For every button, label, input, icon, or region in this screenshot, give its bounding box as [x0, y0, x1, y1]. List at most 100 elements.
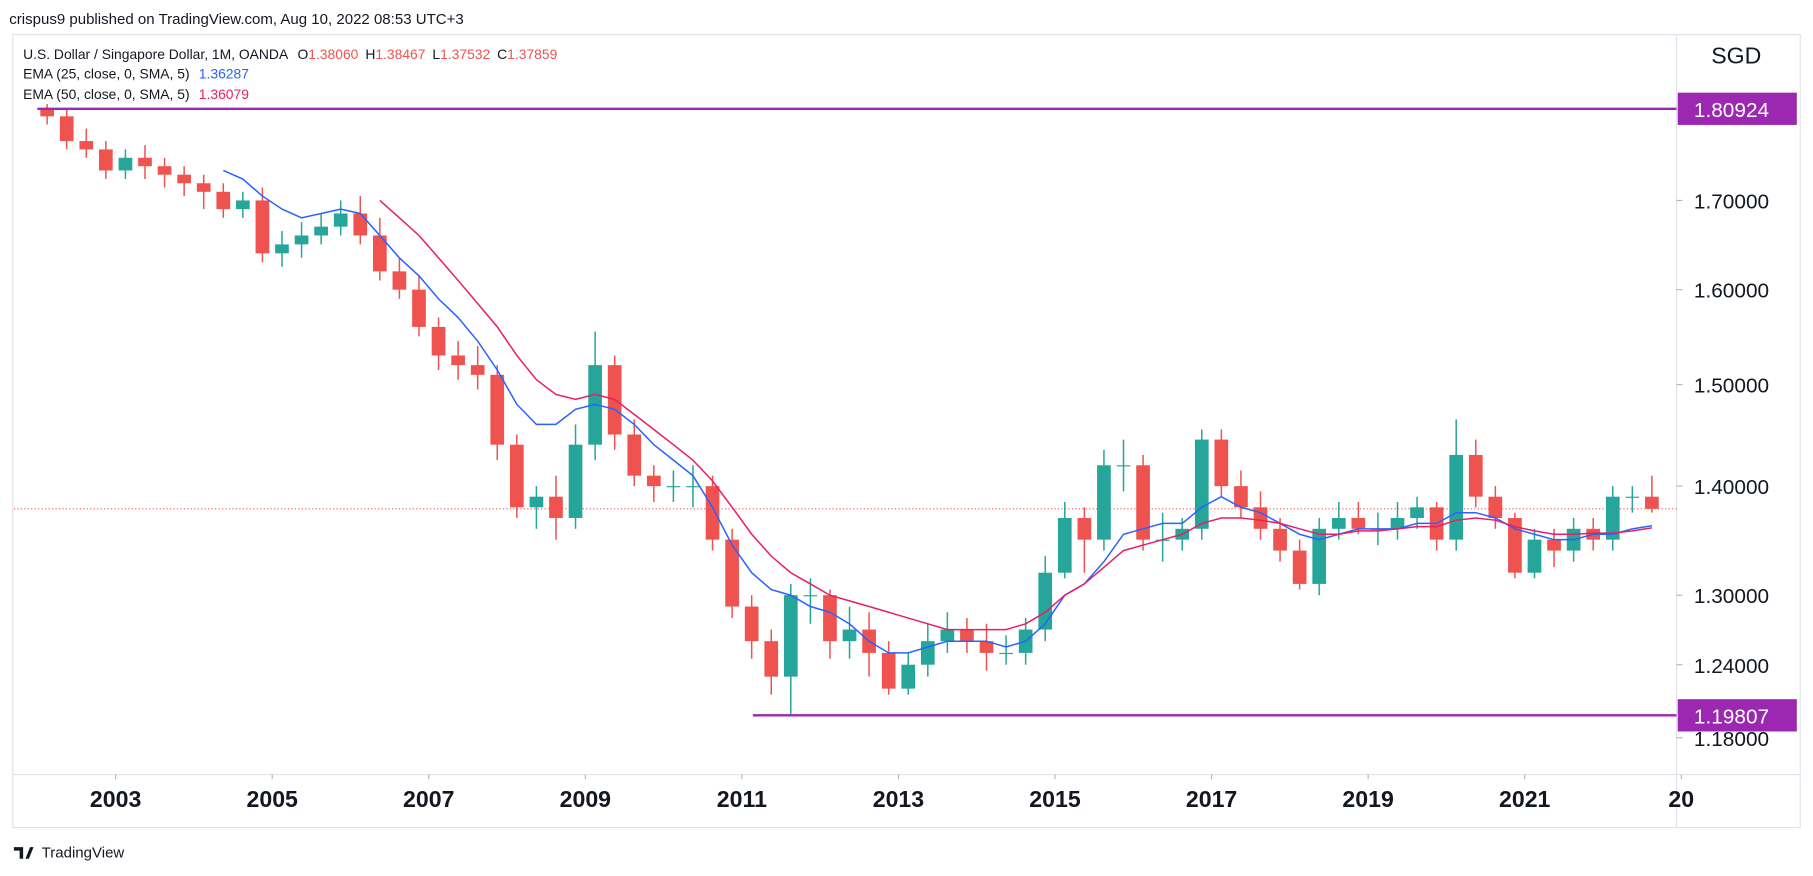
- ohlc-value: 1.38060: [308, 46, 358, 62]
- candle-body: [529, 496, 544, 508]
- candle-body: [901, 664, 916, 689]
- chart-frame: [12, 34, 1801, 829]
- level-label-box: [1677, 699, 1797, 732]
- currency-label: SGD: [1711, 42, 1761, 68]
- candle-body: [1057, 518, 1072, 573]
- candle-body: [1077, 518, 1092, 540]
- candle-body: [646, 475, 661, 487]
- candle-body: [431, 326, 446, 356]
- candle-body: [470, 365, 485, 375]
- candle-body: [1468, 454, 1483, 497]
- x-tick-label: 2007: [403, 786, 454, 812]
- ohlc-letter: O: [297, 46, 308, 62]
- y-tick-label: 1.70000: [1694, 191, 1769, 214]
- candle-body: [99, 149, 113, 171]
- candle-body: [1527, 539, 1542, 573]
- candle-body: [960, 629, 974, 642]
- ohlc-value: 1.37532: [440, 46, 490, 62]
- candle-body: [842, 629, 857, 642]
- x-tick-label: 2011: [717, 786, 767, 812]
- candle-body: [940, 629, 955, 642]
- candle-body: [1234, 486, 1248, 508]
- candle-body: [627, 434, 642, 476]
- ohlc-value: 1.37859: [507, 46, 557, 62]
- candle-body: [568, 444, 583, 519]
- candle-body: [79, 141, 94, 150]
- candle-body: [216, 191, 231, 210]
- candle-body: [1410, 507, 1424, 519]
- candle-body: [744, 606, 759, 642]
- y-tick-label: 1.18000: [1694, 728, 1769, 751]
- candle-body: [999, 652, 1013, 655]
- candle-body: [1508, 518, 1522, 573]
- candle-body: [705, 486, 720, 540]
- legend-name: EMA (50, close, 0, SMA, 5): [23, 86, 189, 102]
- candle-body: [1136, 465, 1150, 540]
- brand: TradingView: [13, 845, 124, 862]
- candle-body: [372, 235, 387, 272]
- legend-value: 1.36079: [199, 86, 249, 102]
- ema-line: [379, 199, 1653, 631]
- candle-body: [783, 595, 798, 677]
- candle-body: [1488, 496, 1503, 519]
- candle-body: [353, 213, 368, 236]
- candle-body: [1116, 465, 1131, 467]
- candle-body: [1097, 465, 1111, 540]
- candle-body: [686, 486, 700, 488]
- candle-body: [118, 157, 133, 171]
- candle-body: [920, 641, 935, 665]
- y-tick-label: 1.60000: [1694, 280, 1769, 303]
- candle-body: [196, 183, 211, 192]
- y-tick-label: 1.40000: [1694, 476, 1769, 499]
- candle-body: [255, 200, 270, 254]
- legend-name: EMA (25, close, 0, SMA, 5): [23, 65, 189, 81]
- candle-body: [666, 486, 681, 488]
- candle-body: [177, 174, 191, 184]
- candle-body: [1214, 439, 1229, 487]
- candle-body: [979, 641, 994, 653]
- candle-body: [1605, 496, 1620, 540]
- candle-body: [1038, 572, 1053, 630]
- candle-body: [275, 244, 289, 254]
- candle-body: [412, 289, 426, 327]
- candle-body: [509, 444, 524, 508]
- candle-body: [59, 116, 74, 142]
- candle-body: [881, 652, 896, 689]
- level-label-box: [1677, 92, 1797, 125]
- candle-body: [1449, 454, 1464, 540]
- ohlc-letter: L: [432, 46, 440, 62]
- y-tick-label: 1.30000: [1694, 585, 1769, 608]
- candle-body: [1645, 496, 1659, 509]
- candle-body: [1253, 507, 1268, 529]
- candle-body: [823, 595, 837, 642]
- symbol: U.S. Dollar / Singapore Dollar, 1M, OAND…: [23, 46, 289, 62]
- y-tick-label: 1.24000: [1694, 655, 1769, 678]
- x-tick-label: 20: [1668, 786, 1694, 812]
- x-tick-label: 2013: [873, 786, 924, 812]
- y-tick-label: 1.50000: [1694, 375, 1769, 398]
- candle-body: [157, 166, 172, 175]
- candle-body: [1625, 496, 1640, 498]
- candle-body: [803, 595, 818, 597]
- legend-ema50: EMA (50, close, 0, SMA, 5) 1.36079: [23, 86, 249, 102]
- ohlc-letter: C: [497, 46, 507, 62]
- x-tick-label: 2017: [1186, 786, 1237, 812]
- x-tick-label: 2019: [1342, 786, 1393, 812]
- candle-body: [235, 200, 250, 210]
- ema-line: [222, 169, 1653, 654]
- candle-body: [490, 374, 505, 445]
- candle-body: [549, 496, 563, 519]
- candle-body: [1390, 518, 1405, 529]
- ohlc-value: 1.38467: [375, 46, 425, 62]
- level-label: 1.80924: [1694, 99, 1769, 122]
- candle-body: [764, 641, 779, 677]
- x-tick-label: 2015: [1029, 786, 1081, 812]
- candle-body: [40, 108, 54, 117]
- x-tick-label: 2005: [246, 786, 298, 812]
- published-note: crispus9 published on TradingView.com, A…: [9, 11, 463, 28]
- candle-body: [1547, 539, 1561, 551]
- legend-value: 1.36287: [199, 65, 249, 81]
- level-label: 1.19807: [1694, 705, 1769, 728]
